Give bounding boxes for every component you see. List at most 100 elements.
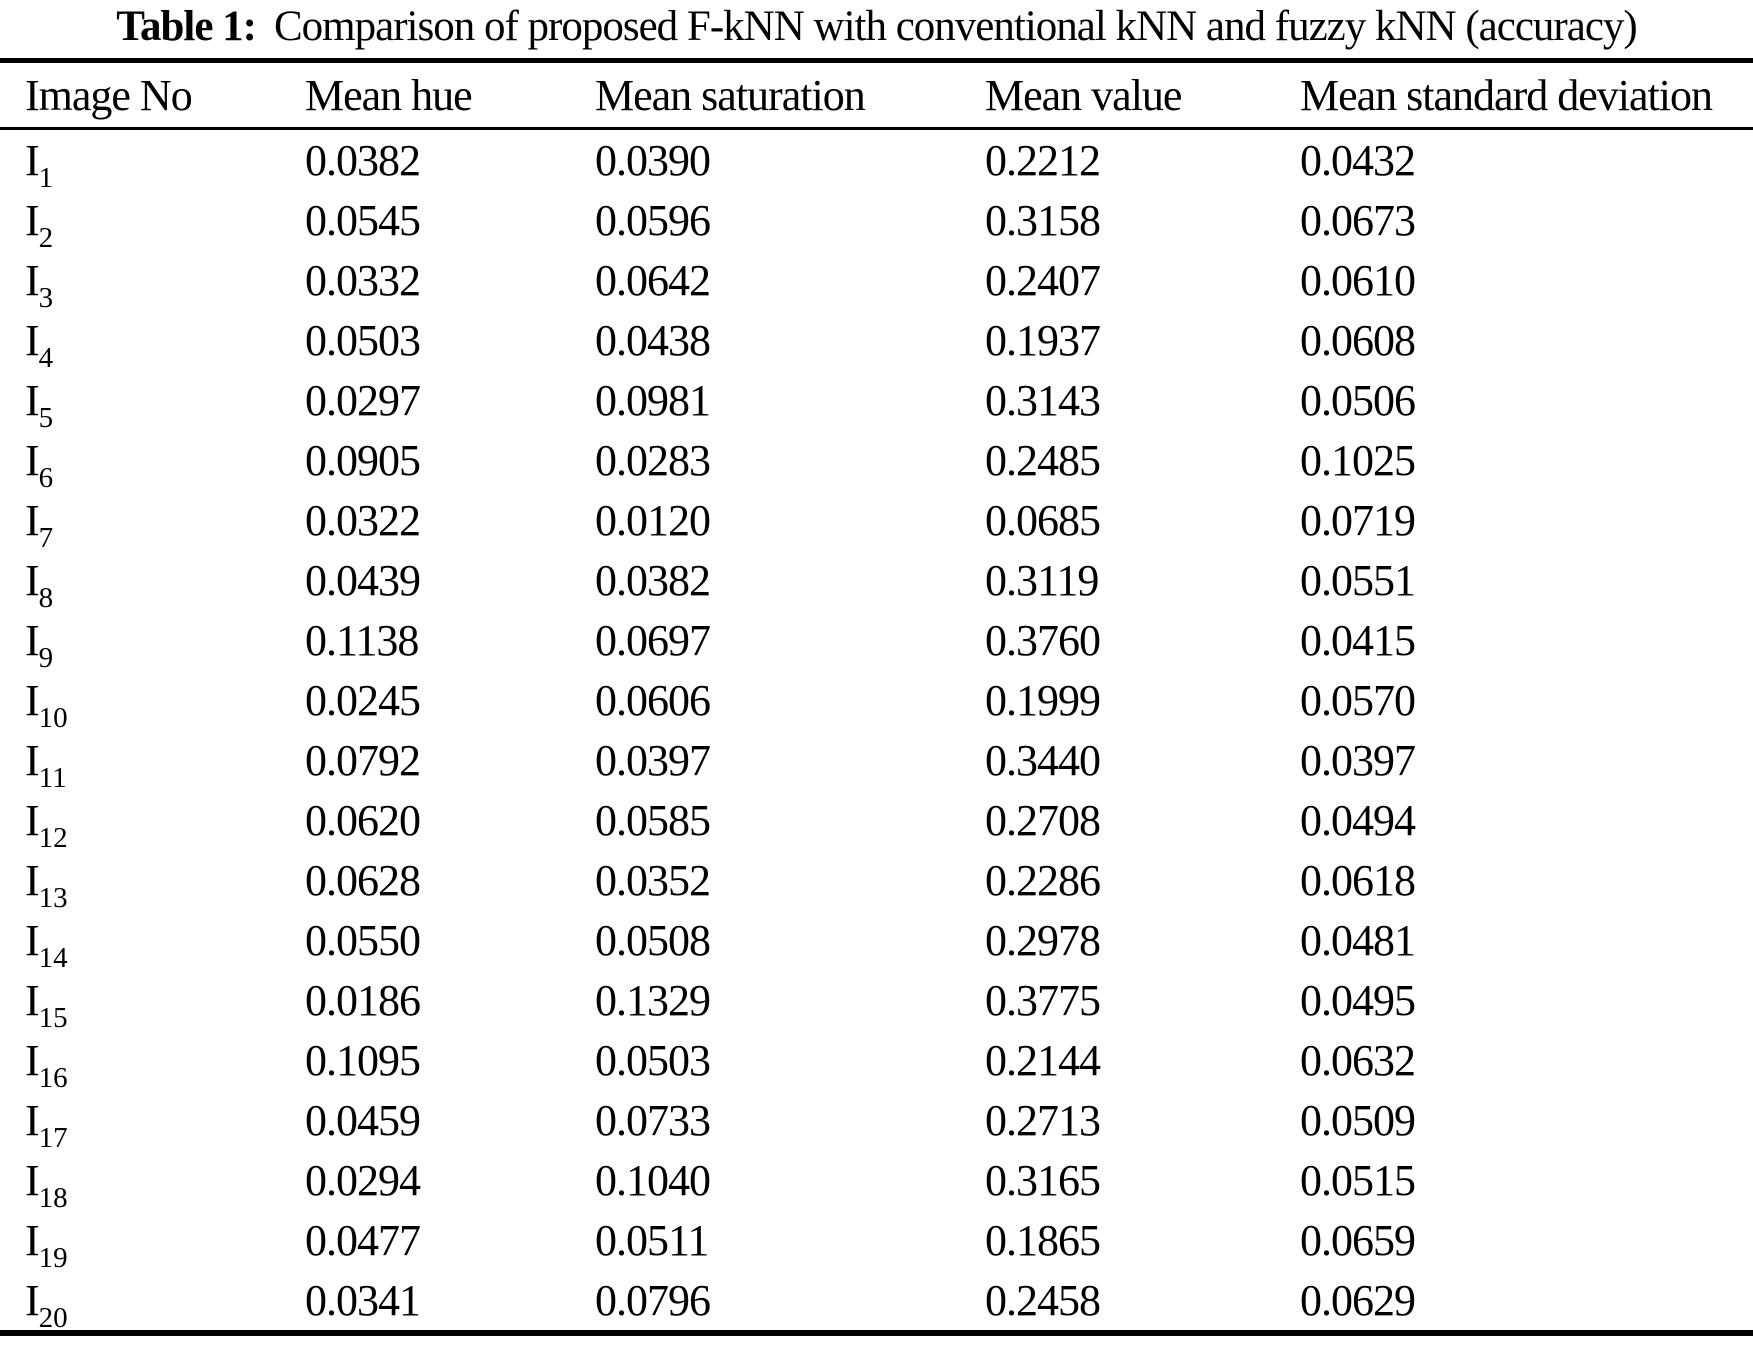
table-row: I11 0.0792 0.0397 0.3440 0.0397 [0, 730, 1753, 793]
image-id-cell: I18 [0, 1150, 305, 1213]
mean-saturation-cell: 0.0697 [595, 615, 711, 665]
mean-std-deviation-cell: 0.1025 [1300, 435, 1416, 485]
mean-std-deviation-cell: 0.0610 [1300, 255, 1416, 305]
image-id-cell: I19 [0, 1210, 305, 1273]
image-id-subscript: 9 [38, 641, 54, 674]
mean-std-deviation-cell: 0.0629 [1300, 1275, 1416, 1325]
mean-saturation-cell: 0.0585 [595, 795, 711, 845]
mean-value-cell: 0.2286 [985, 855, 1101, 905]
mean-std-deviation-cell: 0.0515 [1300, 1155, 1416, 1205]
mean-std-deviation-cell: 0.0570 [1300, 675, 1416, 725]
table-caption-text: Comparison of proposed F-kNN with conven… [274, 3, 1638, 50]
image-id-subscript: 4 [38, 341, 54, 374]
table-row: I9 0.1138 0.0697 0.3760 0.0415 [0, 610, 1753, 673]
mean-value-cell: 0.2407 [985, 255, 1101, 305]
mean-saturation-cell: 0.0438 [595, 315, 711, 365]
image-id-cell: I8 [0, 550, 305, 613]
table-row: I3 0.0332 0.0642 0.2407 0.0610 [0, 250, 1753, 313]
mean-hue-cell: 0.0245 [305, 675, 421, 725]
mean-saturation-cell: 0.0511 [595, 1215, 709, 1265]
mean-saturation-cell: 0.1329 [595, 975, 711, 1025]
image-id-base: I [25, 1035, 40, 1085]
table-row: I15 0.0186 0.1329 0.3775 0.0495 [0, 970, 1753, 1033]
mean-saturation-cell: 0.0120 [595, 495, 711, 545]
image-id-cell: I6 [0, 430, 305, 493]
image-id-base: I [25, 975, 40, 1025]
column-header-mean-saturation: Mean saturation [595, 60, 985, 130]
image-id-base: I [25, 1095, 40, 1145]
mean-saturation-cell: 0.0390 [595, 135, 711, 185]
image-id-base: I [25, 375, 40, 425]
mean-hue-cell: 0.1138 [305, 615, 419, 665]
mean-saturation-cell: 0.0642 [595, 255, 711, 305]
mean-value-cell: 0.2978 [985, 915, 1101, 965]
mean-value-cell: 0.1865 [985, 1215, 1101, 1265]
image-id-base: I [25, 735, 40, 785]
mean-hue-cell: 0.0620 [305, 795, 421, 845]
mean-value-cell: 0.3119 [985, 555, 1099, 605]
mean-std-deviation-cell: 0.0618 [1300, 855, 1416, 905]
image-id-base: I [25, 615, 40, 665]
image-id-subscript: 12 [38, 821, 68, 854]
table-row: I16 0.1095 0.0503 0.2144 0.0632 [0, 1030, 1753, 1093]
table-row: I12 0.0620 0.0585 0.2708 0.0494 [0, 790, 1753, 853]
mean-saturation-cell: 0.0283 [595, 435, 711, 485]
image-id-subscript: 3 [38, 281, 54, 314]
image-id-base: I [25, 555, 40, 605]
image-id-base: I [25, 135, 40, 185]
image-id-cell: I1 [0, 129, 305, 193]
image-id-subscript: 13 [38, 881, 68, 914]
image-id-cell: I5 [0, 370, 305, 433]
image-id-cell: I9 [0, 610, 305, 673]
mean-std-deviation-cell: 0.0506 [1300, 375, 1416, 425]
mean-value-cell: 0.3143 [985, 375, 1101, 425]
image-id-subscript: 15 [38, 1001, 68, 1034]
mean-saturation-cell: 0.0508 [595, 915, 711, 965]
image-id-subscript: 10 [38, 701, 68, 734]
column-header-mean-standard-deviation: Mean standard deviation [1300, 60, 1753, 130]
mean-value-cell: 0.1937 [985, 315, 1101, 365]
image-id-base: I [25, 315, 40, 365]
table-row: I1 0.0382 0.0390 0.2212 0.0432 [0, 129, 1753, 193]
table-row: I7 0.0322 0.0120 0.0685 0.0719 [0, 490, 1753, 553]
image-id-subscript: 17 [38, 1121, 68, 1154]
mean-hue-cell: 0.0550 [305, 915, 421, 965]
mean-saturation-cell: 0.0503 [595, 1035, 711, 1085]
mean-value-cell: 0.2485 [985, 435, 1101, 485]
image-id-base: I [25, 855, 40, 905]
mean-std-deviation-cell: 0.0415 [1300, 615, 1416, 665]
mean-hue-cell: 0.0477 [305, 1215, 421, 1265]
image-id-base: I [25, 435, 40, 485]
image-id-subscript: 20 [38, 1301, 68, 1334]
mean-std-deviation-cell: 0.0509 [1300, 1095, 1416, 1145]
mean-hue-cell: 0.0545 [305, 195, 421, 245]
table-header: Image No Mean hue Mean saturation Mean v… [0, 60, 1753, 130]
mean-std-deviation-cell: 0.0673 [1300, 195, 1416, 245]
image-id-subscript: 16 [38, 1061, 68, 1094]
image-id-subscript: 11 [38, 761, 67, 794]
mean-std-deviation-cell: 0.0719 [1300, 495, 1416, 545]
table-row: I19 0.0477 0.0511 0.1865 0.0659 [0, 1210, 1753, 1273]
mean-std-deviation-cell: 0.0632 [1300, 1035, 1416, 1085]
mean-saturation-cell: 0.0796 [595, 1275, 711, 1325]
table-body: I1 0.0382 0.0390 0.2212 0.0432 I2 0.0545… [0, 129, 1753, 1334]
mean-hue-cell: 0.0628 [305, 855, 421, 905]
image-id-cell: I10 [0, 670, 305, 733]
mean-hue-cell: 0.0297 [305, 375, 421, 425]
image-id-cell: I14 [0, 910, 305, 973]
mean-hue-cell: 0.0294 [305, 1155, 421, 1205]
table-header-row: Image No Mean hue Mean saturation Mean v… [0, 60, 1753, 130]
mean-std-deviation-cell: 0.0481 [1300, 915, 1416, 965]
table-row: I6 0.0905 0.0283 0.2485 0.1025 [0, 430, 1753, 493]
mean-value-cell: 0.3775 [985, 975, 1101, 1025]
mean-value-cell: 0.1999 [985, 675, 1101, 725]
mean-saturation-cell: 0.0382 [595, 555, 711, 605]
table-row: I17 0.0459 0.0733 0.2713 0.0509 [0, 1090, 1753, 1153]
image-id-subscript: 7 [38, 521, 54, 554]
mean-value-cell: 0.2708 [985, 795, 1101, 845]
table-caption-number: Table 1: [116, 3, 257, 50]
mean-hue-cell: 0.0322 [305, 495, 421, 545]
column-header-image-no: Image No [0, 60, 305, 130]
table-row: I4 0.0503 0.0438 0.1937 0.0608 [0, 310, 1753, 373]
image-id-subscript: 5 [38, 401, 54, 434]
